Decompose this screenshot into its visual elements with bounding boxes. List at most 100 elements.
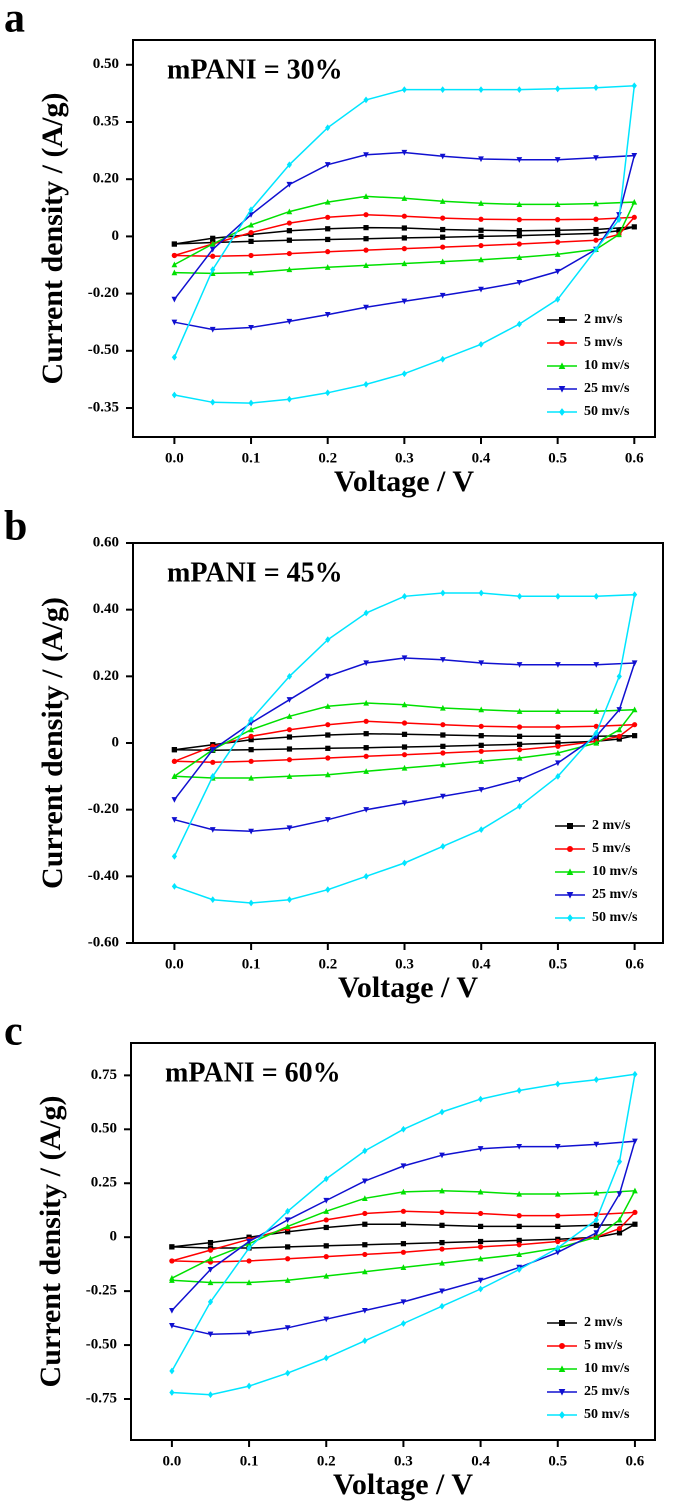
y-axis-title: Current density / (A/g) [34, 1096, 67, 1388]
marker [516, 1213, 522, 1219]
marker [439, 292, 446, 299]
marker [248, 212, 254, 218]
marker [559, 1343, 565, 1349]
marker [555, 592, 561, 600]
marker [363, 753, 369, 759]
marker [593, 1189, 600, 1196]
marker [207, 1266, 214, 1273]
marker [363, 609, 369, 617]
marker [324, 162, 331, 168]
marker [478, 216, 484, 222]
marker [286, 896, 293, 904]
marker [286, 746, 293, 752]
marker [555, 740, 561, 746]
x-tick-label: 0.4 [472, 956, 491, 972]
marker [171, 296, 178, 303]
marker [169, 1258, 175, 1264]
marker [363, 872, 369, 880]
marker [593, 216, 599, 222]
marker [401, 260, 408, 267]
legend-label: 5 mv/s [584, 335, 623, 350]
marker [401, 225, 407, 231]
marker [285, 1256, 291, 1262]
marker [554, 251, 561, 257]
marker [400, 1249, 407, 1255]
marker [323, 1272, 330, 1279]
marker [169, 1307, 175, 1314]
marker [616, 1230, 623, 1236]
marker [207, 1279, 214, 1286]
marker [363, 660, 370, 667]
marker [555, 743, 561, 749]
marker [401, 655, 408, 662]
y-tick-label: -0.25 [86, 1283, 117, 1299]
y-tick-label: 0.60 [93, 534, 119, 550]
marker [477, 1255, 484, 1262]
marker [478, 86, 484, 93]
marker [323, 1197, 330, 1204]
marker [401, 370, 407, 378]
marker [566, 892, 574, 899]
marker [516, 733, 523, 739]
marker [593, 1216, 599, 1224]
marker [516, 228, 522, 234]
marker [477, 1285, 484, 1293]
marker [363, 718, 369, 724]
plot-frame [130, 1042, 656, 1441]
marker [401, 800, 408, 807]
annotation: mPANI = 60% [165, 1057, 341, 1088]
annotation: mPANI = 30% [167, 54, 343, 85]
x-axis-title: Voltage / V [333, 1468, 473, 1501]
marker [401, 213, 407, 219]
marker [401, 235, 407, 241]
legend-label: 10 mv/s [584, 358, 630, 373]
marker [248, 238, 254, 244]
marker [478, 589, 484, 597]
marker [323, 1254, 329, 1260]
marker [632, 1138, 638, 1145]
marker [516, 741, 523, 747]
x-tick-label: 0.6 [625, 450, 644, 466]
marker [400, 1125, 407, 1133]
x-tick-label: 0.3 [395, 450, 414, 466]
marker [593, 739, 600, 746]
x-tick-label: 0.3 [395, 956, 414, 972]
panel: 0.60 0.40 0.20 0 -0.20 -0.40 -0.60 0.0 0.1 0.2 0.3… [4, 504, 664, 1004]
x-tick-label: 0.6 [625, 956, 644, 972]
x-tick-label: 0.4 [471, 1453, 490, 1469]
cv-curve [171, 1140, 636, 1336]
marker [516, 241, 522, 247]
marker [325, 124, 331, 132]
marker [363, 807, 370, 813]
marker [286, 697, 293, 703]
marker [325, 389, 331, 397]
x-tick-label: 0.5 [549, 956, 568, 972]
x-tick-label: 0.2 [317, 1453, 336, 1469]
marker [286, 237, 292, 243]
marker [248, 726, 254, 733]
y-tick-label: 0 [112, 734, 120, 750]
marker [207, 1247, 214, 1253]
marker [401, 764, 408, 771]
marker [210, 398, 216, 406]
marker [362, 1242, 368, 1248]
marker [516, 592, 523, 600]
marker [477, 1146, 484, 1152]
marker [363, 212, 369, 218]
marker [516, 279, 523, 286]
marker [593, 592, 599, 600]
marker [171, 252, 177, 259]
marker [554, 157, 561, 163]
marker [248, 899, 254, 907]
marker [516, 708, 523, 714]
marker [400, 1241, 407, 1247]
marker [593, 1222, 599, 1228]
x-axis-title: Voltage / V [338, 971, 478, 1004]
marker [324, 311, 331, 318]
y-tick-label: -0.50 [88, 342, 119, 358]
y-tick-label: 0.25 [91, 1175, 117, 1191]
y-tick-label: -0.20 [88, 801, 119, 817]
marker [363, 225, 369, 231]
marker [478, 286, 484, 293]
